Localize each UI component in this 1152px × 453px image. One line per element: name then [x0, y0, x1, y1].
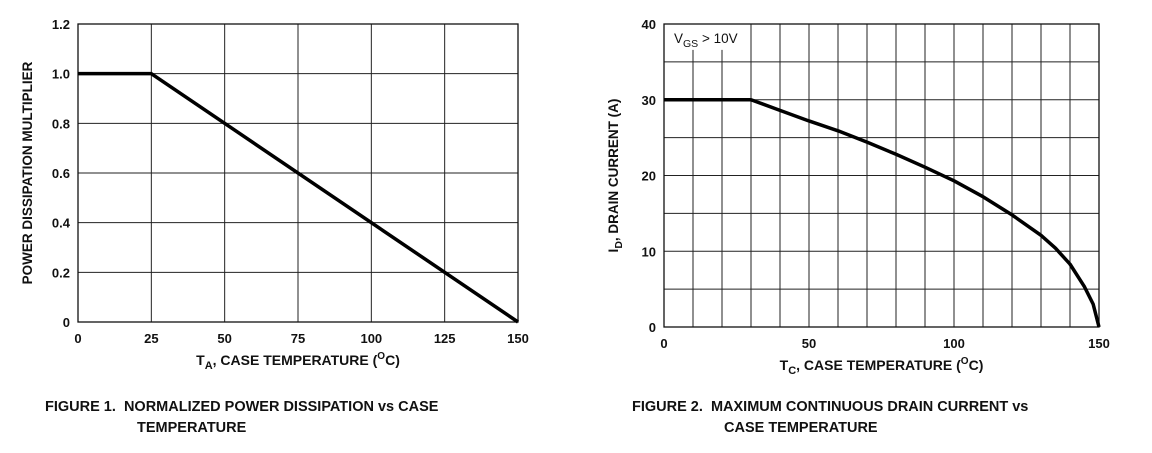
chart2-y-tick-label: 20: [642, 169, 656, 184]
chart2-y-tick-label: 40: [642, 17, 656, 32]
chart2-y-tick-label: 30: [642, 93, 656, 108]
figure1-caption-line2: TEMPERATURE: [137, 420, 247, 436]
chart1-y-tick-label: 0.8: [52, 116, 70, 131]
chart1-x-tick-label: 150: [507, 331, 529, 346]
chart1-y-tick-label: 0.6: [52, 166, 70, 181]
chart2-x-axis-label: TC, CASE TEMPERATURE (OC): [780, 356, 984, 377]
figure1-caption: FIGURE 1. NORMALIZED POWER DISSIPATION v…: [45, 397, 438, 439]
chart2-y-tick-label: 10: [642, 244, 656, 259]
figure2-caption-line2: CASE TEMPERATURE: [724, 420, 878, 436]
chart1-y-tick-label: 0.2: [52, 265, 70, 280]
figure2-caption-line1: FIGURE 2. MAXIMUM CONTINUOUS DRAIN CURRE…: [632, 399, 1029, 415]
chart1-x-tick-label: 50: [217, 331, 231, 346]
chart1-y-tick-label: 1.0: [52, 67, 70, 82]
chart2-series-line: [664, 98, 1101, 328]
chart1-x-tick-label: 125: [434, 331, 456, 346]
chart1-y-tick-label: 1.2: [52, 17, 70, 32]
chart1-x-tick-label: 0: [74, 331, 81, 346]
chart2-y-axis-label: ID, DRAIN CURRENT (A): [606, 99, 625, 253]
chart2-plot-frame: [663, 23, 1100, 328]
chart1-x-tick-label: 75: [291, 331, 305, 346]
figure2-caption: FIGURE 2. MAXIMUM CONTINUOUS DRAIN CURRE…: [632, 397, 1028, 439]
chart2-x-tick-label: 0: [660, 336, 667, 351]
chart1-plot-frame: [77, 23, 519, 323]
chart1-y-tick-label: 0: [63, 315, 70, 330]
chart1-x-tick-label: 25: [144, 331, 158, 346]
chart1-y-axis-label: POWER DISSIPATION MULTIPLIER: [20, 61, 35, 284]
chart2-y-tick-label: 0: [649, 320, 656, 335]
chart2-annotation-box: [665, 25, 750, 50]
chart1-y-tick-label: 0.4: [52, 216, 71, 231]
chart2-x-tick-label: 150: [1088, 336, 1110, 351]
chart2-x-tick-label: 100: [943, 336, 965, 351]
chart2-annotation-vgs: VGS > 10V: [674, 31, 738, 50]
chart1-x-axis-label: TA, CASE TEMPERATURE (OC): [196, 351, 400, 372]
chart2-x-tick-label: 50: [802, 336, 816, 351]
chart1-x-tick-label: 100: [360, 331, 382, 346]
figure1-caption-line1: FIGURE 1. NORMALIZED POWER DISSIPATION v…: [45, 399, 439, 415]
chart1-series-line: [78, 71, 519, 324]
